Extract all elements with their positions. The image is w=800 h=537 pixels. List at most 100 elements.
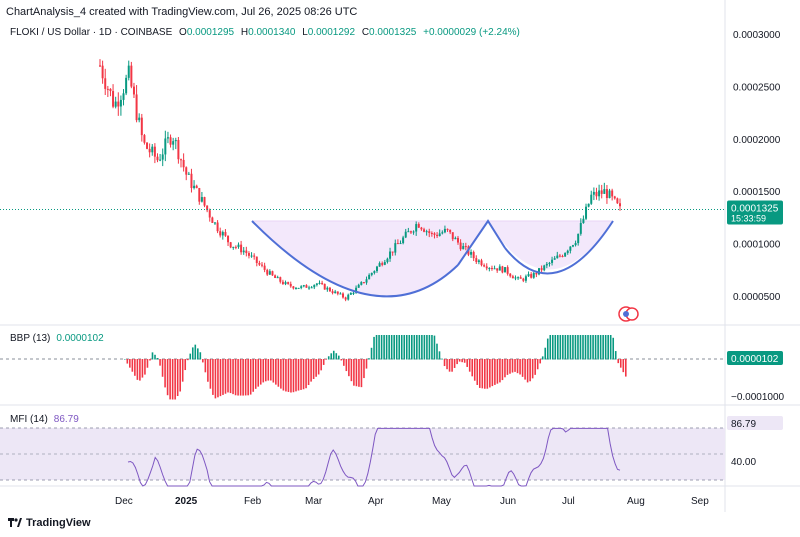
bbp-bar [428, 335, 431, 360]
time-tick-label: Feb [244, 496, 262, 507]
candle-body [532, 272, 535, 278]
last-price-label: 0.0001325 [731, 204, 779, 215]
candle-body [177, 140, 180, 160]
bbp-bar [290, 359, 292, 393]
bbp-bar [534, 359, 536, 375]
bbp-bar [164, 359, 166, 388]
candle-body [524, 276, 527, 281]
bbp-bar [156, 357, 159, 360]
bbp-bar [599, 335, 602, 360]
mfi-value-badge [727, 416, 783, 430]
bbp-bar [343, 359, 345, 366]
bbp-bar [504, 359, 506, 378]
bbp-bar [441, 358, 443, 360]
candle-body [454, 237, 457, 240]
candle-body [279, 277, 282, 282]
candle-body [522, 278, 525, 281]
bbp-bar [305, 359, 307, 389]
bbp-bar [232, 359, 234, 395]
bbp-bar [607, 335, 609, 360]
bbp-bar [478, 359, 481, 388]
candle-body [221, 232, 224, 236]
candle-body [143, 135, 146, 143]
candle-body [336, 291, 339, 294]
bbp-bar [350, 359, 353, 382]
bbp-bar [557, 335, 559, 360]
candle-body [417, 224, 420, 228]
bbp-bar [262, 359, 265, 383]
symbol-name[interactable]: FLOKI / US Dollar · 1D · COINBASE [10, 27, 173, 38]
candle-body [509, 273, 512, 277]
bbp-bar [199, 352, 202, 360]
bbp-bar [202, 359, 204, 363]
candle-body [352, 292, 355, 294]
bbp-bar [587, 335, 589, 360]
bbp-bar [375, 335, 378, 360]
candle-body [585, 206, 588, 219]
bbp-bar [247, 359, 249, 396]
candle-body [592, 191, 595, 195]
bbp-bar [287, 359, 290, 392]
candle-body [590, 194, 593, 204]
candle-body [344, 297, 347, 300]
candle-body [545, 263, 548, 266]
bbp-bar [617, 359, 620, 364]
candle-body [185, 167, 188, 175]
change-value: +0.0000029 (+2.24%) [423, 27, 520, 38]
bbp-bar [567, 335, 569, 360]
bbp-bar [335, 353, 338, 360]
time-tick-label: 2025 [175, 496, 198, 507]
bbp-bar [456, 359, 458, 365]
candle-body [475, 258, 478, 263]
bbp-bar [146, 359, 149, 368]
candle-body [605, 189, 608, 199]
candle-body [255, 256, 258, 263]
bbp-bar [395, 335, 398, 360]
candle-body [357, 284, 360, 288]
candle-body [281, 281, 284, 285]
candle-body [294, 287, 297, 289]
bbp-bar [272, 359, 275, 383]
candle-body [219, 231, 222, 236]
candle-body [200, 197, 203, 202]
bbp-bar [345, 359, 348, 372]
bbp-bar [370, 347, 373, 360]
candle-body [551, 259, 554, 263]
last-price-badge [727, 200, 783, 225]
bbp-bar [496, 359, 499, 384]
bbp-bar [451, 359, 453, 372]
bbp-bar [184, 359, 187, 371]
bbp-bar [390, 335, 393, 360]
bbp-bar [136, 359, 139, 380]
candle-body [470, 252, 473, 255]
bbp-axis-value: 0.0000102 [731, 354, 779, 365]
low-label: L [302, 27, 308, 38]
candle-body [313, 284, 316, 288]
candle-body [250, 255, 253, 257]
bbp-bar [574, 335, 577, 360]
time-tick-label: Apr [368, 496, 384, 507]
mfi-legend[interactable]: MFI (14) 86.79 [10, 414, 79, 425]
candle-body [517, 277, 520, 279]
bbp-bar [408, 335, 411, 360]
candle-body [483, 265, 486, 267]
bbp-bar [179, 359, 181, 392]
candle-body [203, 197, 206, 206]
candle-body [355, 287, 358, 293]
bbp-bar [320, 359, 322, 371]
candle-body [433, 233, 436, 235]
price-tick-label: 0.0000500 [733, 292, 781, 303]
candle-body [553, 258, 556, 260]
candle-body [271, 271, 274, 276]
candle-body [595, 191, 598, 197]
bbp-bar [418, 335, 421, 360]
bbp-legend[interactable]: BBP (13) 0.0000102 [10, 333, 104, 344]
bbp-bar [531, 359, 534, 379]
bbp-bar [141, 359, 144, 378]
candle-body [224, 232, 227, 236]
price-tick-label: 0.0001000 [733, 240, 781, 251]
candle-body [493, 268, 496, 270]
bbp-bar [300, 359, 302, 390]
close-label: C [361, 27, 370, 38]
